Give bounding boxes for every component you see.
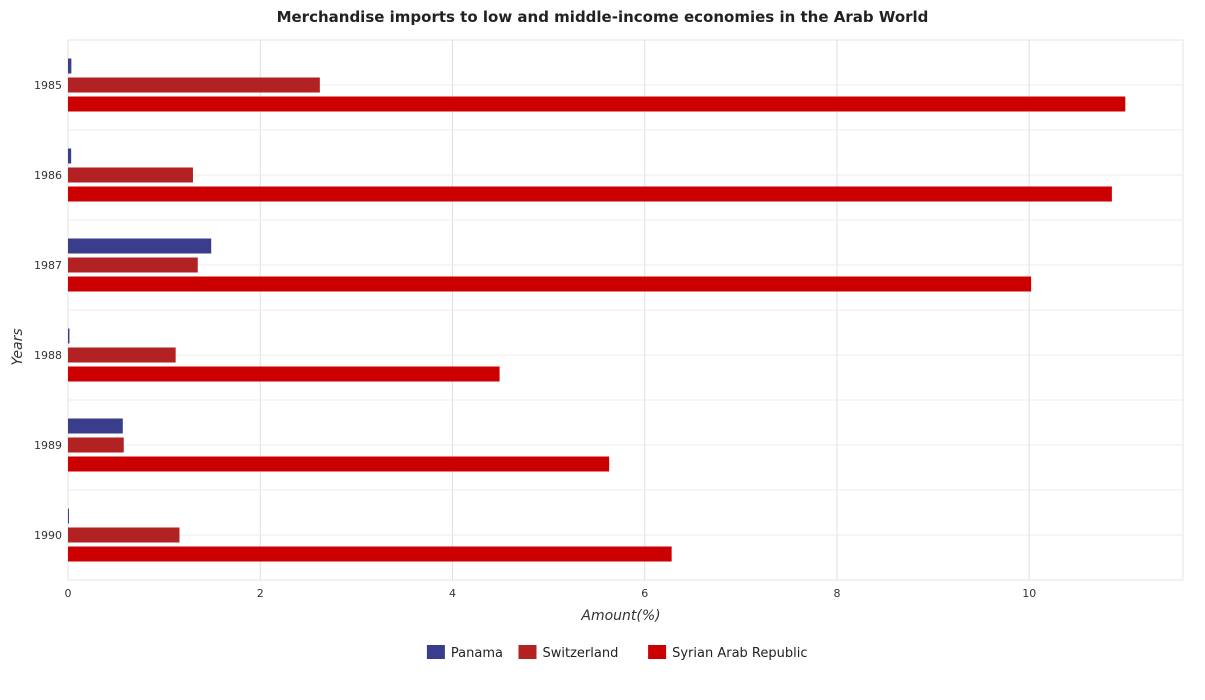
bar-syrian-arab-republic-1990: [68, 546, 672, 562]
bar-switzerland-1987: [68, 257, 198, 273]
bar-panama-1990: [68, 508, 69, 524]
y-tick-label: 1985: [34, 79, 62, 92]
y-tick-label: 1989: [34, 439, 62, 452]
y-tick-label: 1986: [34, 169, 62, 182]
x-tick-label: 6: [641, 587, 648, 600]
bar-syrian-arab-republic-1986: [68, 186, 1112, 202]
bar-switzerland-1986: [68, 167, 193, 183]
bar-switzerland-1990: [68, 527, 180, 543]
legend-label: Switzerland: [543, 646, 619, 661]
bar-syrian-arab-republic-1988: [68, 366, 500, 382]
x-tick-label: 10: [1022, 587, 1036, 600]
bar-panama-1988: [68, 328, 70, 344]
bar-panama-1985: [68, 58, 72, 74]
grid-layer: [67, 39, 1184, 581]
x-tick-label: 8: [833, 587, 840, 600]
x-axis-title: Amount(%): [580, 608, 660, 624]
legend-swatch: [648, 645, 667, 659]
bar-panama-1986: [68, 148, 72, 164]
chart-title: Merchandise imports to low and middle-in…: [276, 8, 929, 26]
bar-panama-1989: [68, 418, 123, 434]
y-tick-label: 1988: [34, 349, 62, 362]
bar-switzerland-1988: [68, 347, 176, 363]
y-axis-title: Years: [10, 328, 26, 365]
legend-label: Panama: [451, 646, 503, 661]
bar-switzerland-1989: [68, 437, 124, 453]
legend-label: Syrian Arab Republic: [672, 646, 807, 661]
bars-layer: [68, 58, 1126, 562]
x-tick-label: 4: [449, 587, 456, 600]
bar-syrian-arab-republic-1987: [68, 276, 1032, 292]
legend-swatch: [518, 645, 537, 659]
bar-syrian-arab-republic-1985: [68, 96, 1126, 112]
legend-layer: Panama Switzerland Syrian Arab Republic: [426, 645, 807, 661]
axis-layer: 0 2 4 6 8 10 1985 1986 1987 1988 1989 1990: [34, 79, 1036, 600]
x-tick-label: 2: [257, 587, 264, 600]
x-tick-label: 0: [65, 587, 72, 600]
y-tick-label: 1987: [34, 259, 62, 272]
legend-swatch: [426, 645, 445, 659]
y-tick-label: 1990: [34, 529, 62, 542]
bar-switzerland-1985: [68, 77, 320, 93]
bar-panama-1987: [68, 238, 212, 254]
bar-syrian-arab-republic-1989: [68, 456, 610, 472]
